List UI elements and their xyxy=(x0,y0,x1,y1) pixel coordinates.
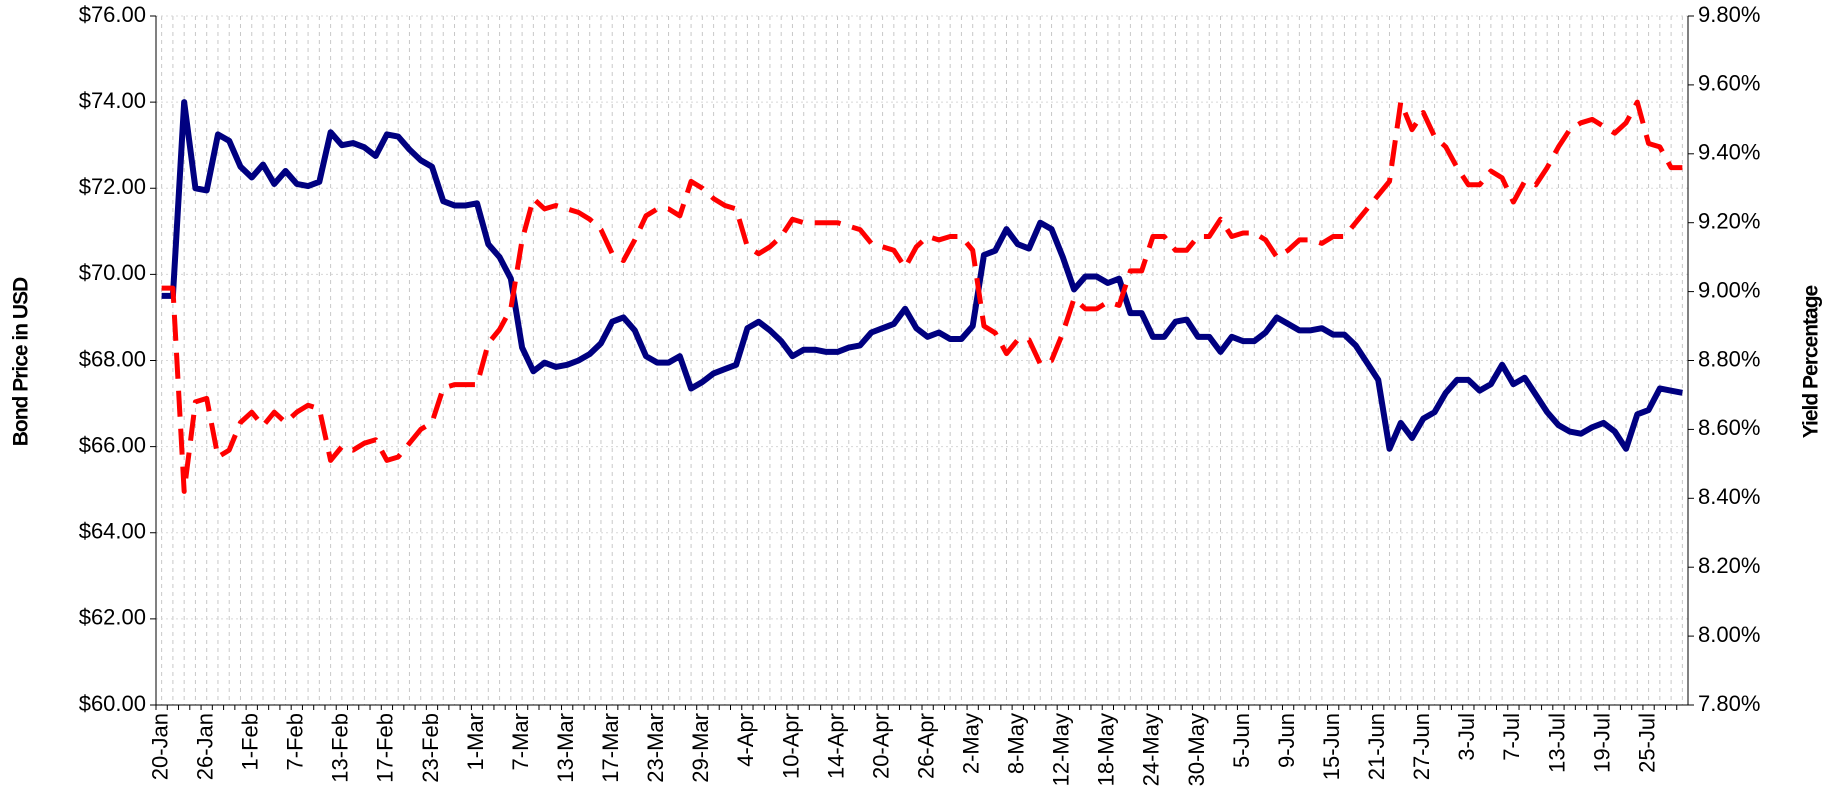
x-tick-label: 7-Feb xyxy=(283,713,308,770)
y-tick-label: $76.00 xyxy=(79,2,146,27)
series-line xyxy=(161,99,1683,452)
y2-tick-label: 8.60% xyxy=(1698,415,1760,440)
x-tick-label: 2-May xyxy=(959,713,984,774)
x-tick-label: 23-Mar xyxy=(643,713,668,783)
y-tick-label: $64.00 xyxy=(79,519,146,544)
y2-tick-label: 8.20% xyxy=(1698,553,1760,578)
x-tick-label: 27-Jun xyxy=(1409,713,1434,780)
y2-tick-label: 8.80% xyxy=(1698,346,1760,371)
x-tick-label: 21-Jun xyxy=(1364,713,1389,780)
x-tick-label: 17-Feb xyxy=(373,713,398,783)
x-tick-label: 9-Jun xyxy=(1274,713,1299,768)
x-tick-label: 14-Apr xyxy=(823,713,848,779)
y2-tick-label: 9.80% xyxy=(1698,2,1760,27)
y-axis-title: Bond Price in USD xyxy=(10,277,33,446)
x-tick-label: 18-May xyxy=(1094,713,1119,786)
x-tick-label: 26-Jan xyxy=(193,713,218,780)
x-tick-label: 12-May xyxy=(1049,713,1074,786)
x-tick-label: 1-Mar xyxy=(463,713,488,770)
y-tick-label: $62.00 xyxy=(79,605,146,630)
x-tick-label: 10-Apr xyxy=(778,713,803,779)
x-tick-label: 19-Jul xyxy=(1589,713,1614,773)
x-tick-label: 25-Jul xyxy=(1634,713,1659,773)
x-tick-label: 15-Jun xyxy=(1319,713,1344,780)
y-tick-label: $66.00 xyxy=(79,432,146,457)
y2-tick-label: 7.80% xyxy=(1698,691,1760,716)
x-tick-label: 17-Mar xyxy=(598,713,623,783)
x-tick-label: 4-Apr xyxy=(733,713,758,767)
x-tick-label: 1-Feb xyxy=(238,713,263,770)
x-tick-label: 20-Jan xyxy=(147,713,172,780)
x-tick-label: 13-Mar xyxy=(553,713,578,783)
y-tick-label: $68.00 xyxy=(79,346,146,371)
y-tick-label: $74.00 xyxy=(79,88,146,113)
x-tick-label: 30-May xyxy=(1184,713,1209,786)
series-line xyxy=(161,99,1683,494)
x-tick-label: 29-Mar xyxy=(688,713,713,783)
x-tick-label: 23-Feb xyxy=(418,713,443,783)
y2-tick-label: 9.20% xyxy=(1698,209,1760,234)
y2-tick-label: 8.40% xyxy=(1698,484,1760,509)
y2-tick-label: 9.00% xyxy=(1698,277,1760,302)
x-tick-label: 3-Jul xyxy=(1454,713,1479,761)
y2-tick-label: 8.00% xyxy=(1698,622,1760,647)
y2-tick-label: 9.60% xyxy=(1698,71,1760,96)
x-tick-label: 5-Jun xyxy=(1229,713,1254,768)
y-tick-label: $60.00 xyxy=(79,691,146,716)
x-tick-label: 20-Apr xyxy=(868,713,893,779)
y-tick-label: $70.00 xyxy=(79,260,146,285)
x-tick-label: 13-Feb xyxy=(328,713,353,783)
x-tick-label: 13-Jul xyxy=(1544,713,1569,773)
x-tick-label: 7-Mar xyxy=(508,713,533,770)
x-tick-label: 26-Apr xyxy=(913,713,938,779)
x-tick-label: 7-Jul xyxy=(1499,713,1524,761)
y2-axis-title: Yield Percentage xyxy=(1800,285,1823,438)
x-tick-label: 8-May xyxy=(1004,713,1029,774)
y2-tick-label: 9.40% xyxy=(1698,140,1760,165)
y-tick-label: $72.00 xyxy=(79,174,146,199)
x-tick-label: 24-May xyxy=(1139,713,1164,786)
